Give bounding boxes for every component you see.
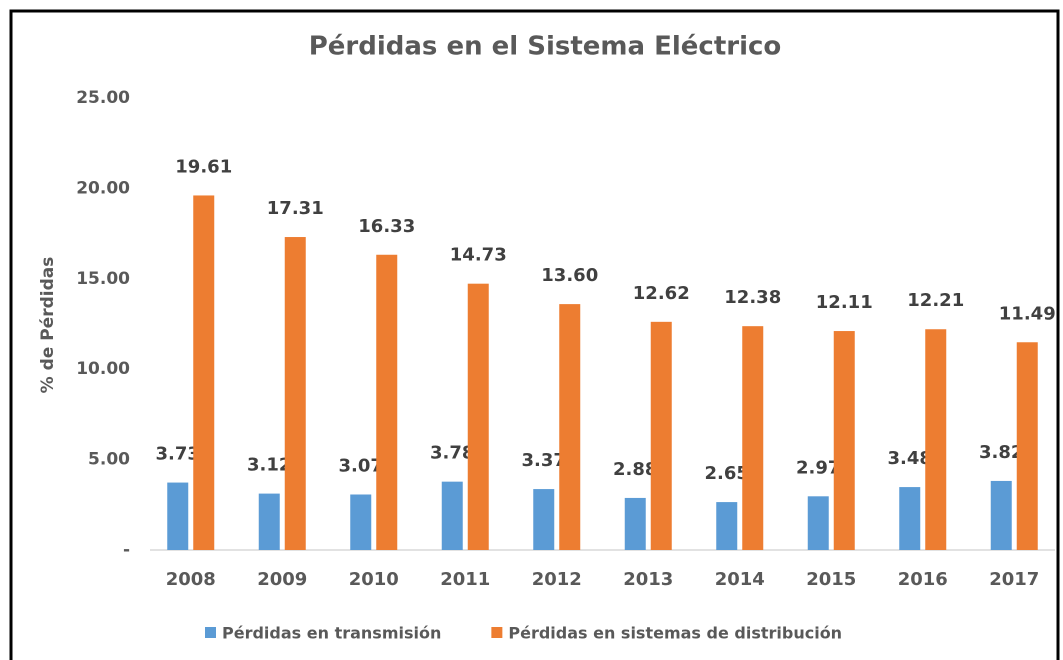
y-tick-label: 10.00 (76, 359, 130, 379)
bar (258, 493, 280, 550)
data-label: 3.73 (156, 444, 200, 465)
bar (350, 494, 372, 550)
x-tick-label: 2010 (349, 569, 399, 590)
x-tick-label: 2016 (898, 569, 948, 590)
data-label: 3.07 (339, 455, 383, 476)
data-label: 2.97 (796, 457, 840, 478)
data-label: 12.62 (633, 283, 690, 304)
bar (167, 482, 189, 550)
bar (899, 487, 921, 550)
x-tick-label: 2015 (806, 569, 856, 590)
bar (1016, 342, 1038, 550)
bar (559, 304, 581, 550)
data-label: 3.12 (247, 455, 291, 476)
x-tick-label: 2008 (166, 569, 216, 590)
bar (624, 497, 646, 550)
bar (990, 480, 1012, 550)
data-label: 12.38 (724, 287, 781, 308)
y-tick-label: - (123, 540, 130, 560)
bar (467, 283, 489, 550)
y-axis-label: % de Pérdidas (38, 257, 58, 394)
bar (716, 502, 738, 550)
legend-swatch (205, 627, 216, 638)
bar (807, 496, 829, 550)
x-tick-label: 2017 (989, 569, 1039, 590)
y-tick-label: 5.00 (88, 450, 130, 470)
x-tick-label: 2012 (532, 569, 582, 590)
bar (650, 321, 672, 550)
x-tick-label: 2014 (715, 569, 765, 590)
bar (742, 326, 764, 550)
data-label: 19.61 (175, 156, 232, 177)
bar (284, 237, 306, 550)
data-label: 3.48 (888, 448, 932, 469)
y-tick-label: 25.00 (76, 88, 130, 108)
bar (533, 489, 555, 550)
bar (376, 254, 398, 550)
bar (833, 331, 855, 550)
legend-swatch (491, 627, 503, 638)
data-label: 12.11 (816, 292, 873, 313)
chart-title: Pérdidas en el Sistema Eléctrico (309, 32, 782, 62)
x-tick-label: 2009 (257, 569, 307, 590)
data-label: 2.65 (705, 463, 749, 484)
data-label: 11.49 (999, 303, 1056, 324)
y-tick-label: 15.00 (76, 269, 130, 289)
data-label: 3.78 (430, 443, 474, 464)
frame (9, 9, 1060, 660)
data-label: 16.33 (358, 216, 415, 237)
bar (441, 481, 463, 550)
data-label: 3.37 (522, 450, 566, 471)
data-label: 13.60 (541, 265, 598, 286)
bar (193, 195, 215, 550)
data-label: 14.73 (450, 245, 507, 266)
data-label: 17.31 (267, 198, 324, 219)
x-tick-label: 2013 (623, 569, 673, 590)
data-label: 3.82 (979, 442, 1023, 463)
data-label: 12.21 (907, 290, 964, 311)
data-label: 2.88 (613, 459, 657, 480)
x-tick-label: 2011 (440, 569, 490, 590)
legend-label: Pérdidas en sistemas de distribución (508, 624, 842, 643)
bar (925, 329, 947, 550)
y-tick-label: 20.00 (76, 178, 130, 198)
legend-label: Pérdidas en transmisión (222, 624, 441, 643)
